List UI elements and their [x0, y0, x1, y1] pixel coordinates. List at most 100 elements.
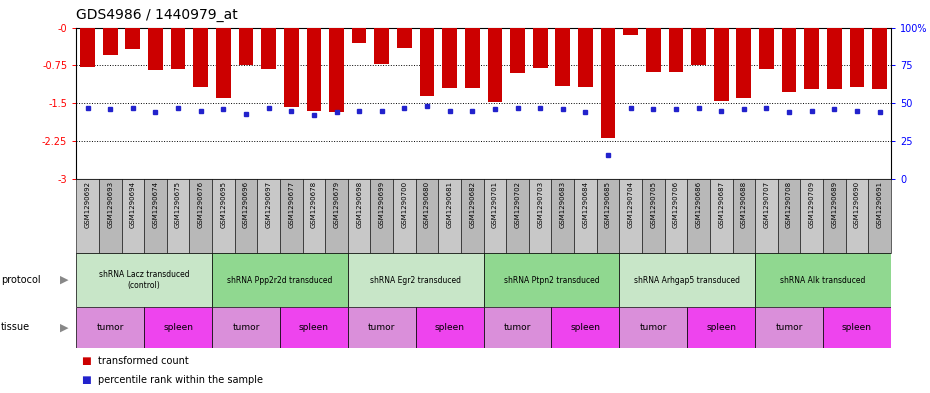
Bar	[216, 28, 231, 98]
Text: shRNA Ppp2r2d transduced: shRNA Ppp2r2d transduced	[227, 275, 333, 285]
Text: transformed count: transformed count	[98, 356, 189, 366]
Text: GSM1290680: GSM1290680	[424, 181, 430, 228]
Bar	[99, 179, 122, 253]
Text: tumor: tumor	[97, 323, 124, 332]
Bar	[845, 179, 869, 253]
Text: GSM1290674: GSM1290674	[153, 181, 158, 228]
Bar	[326, 179, 348, 253]
Bar	[171, 28, 185, 69]
Bar	[484, 253, 619, 307]
Text: tissue: tissue	[1, 322, 30, 332]
Text: shRNA Arhgap5 transduced: shRNA Arhgap5 transduced	[634, 275, 740, 285]
Bar	[280, 179, 302, 253]
Bar	[687, 307, 755, 348]
Bar	[506, 179, 529, 253]
Bar	[348, 253, 484, 307]
Bar	[669, 28, 684, 72]
Text: ■: ■	[81, 356, 90, 366]
Bar	[642, 179, 665, 253]
Text: tumor: tumor	[640, 323, 667, 332]
Bar	[370, 179, 393, 253]
Text: GSM1290684: GSM1290684	[582, 181, 589, 228]
Bar	[234, 179, 258, 253]
Text: GSM1290689: GSM1290689	[831, 181, 837, 228]
Text: tumor: tumor	[776, 323, 803, 332]
Bar	[755, 253, 891, 307]
Bar	[869, 179, 891, 253]
Text: shRNA Alk transduced: shRNA Alk transduced	[780, 275, 866, 285]
Bar	[827, 28, 842, 89]
Bar	[755, 307, 823, 348]
Text: protocol: protocol	[1, 275, 41, 285]
Bar	[737, 28, 751, 98]
Text: GSM1290709: GSM1290709	[809, 181, 815, 228]
Bar	[529, 179, 551, 253]
Bar	[239, 28, 253, 65]
Text: GSM1290677: GSM1290677	[288, 181, 294, 228]
Bar	[533, 28, 548, 68]
Bar	[484, 179, 506, 253]
Text: GSM1290699: GSM1290699	[379, 181, 385, 228]
Text: ■: ■	[81, 375, 90, 386]
Text: GSM1290695: GSM1290695	[220, 181, 226, 228]
Text: GSM1290700: GSM1290700	[402, 181, 407, 228]
Bar	[397, 28, 412, 48]
Bar	[623, 28, 638, 35]
Text: shRNA Egr2 transduced: shRNA Egr2 transduced	[370, 275, 461, 285]
Bar	[665, 179, 687, 253]
Bar	[759, 28, 774, 69]
Text: shRNA Ptpn2 transduced: shRNA Ptpn2 transduced	[504, 275, 599, 285]
Text: GSM1290698: GSM1290698	[356, 181, 362, 228]
Bar	[691, 28, 706, 65]
Bar	[597, 179, 619, 253]
Text: GSM1290706: GSM1290706	[673, 181, 679, 228]
Bar	[348, 179, 370, 253]
Text: GSM1290705: GSM1290705	[650, 181, 657, 228]
Bar	[578, 28, 592, 87]
Text: GSM1290675: GSM1290675	[175, 181, 181, 228]
Text: GSM1290692: GSM1290692	[85, 181, 90, 228]
Text: tumor: tumor	[368, 323, 395, 332]
Text: GSM1290694: GSM1290694	[130, 181, 136, 228]
Text: tumor: tumor	[232, 323, 259, 332]
Text: GSM1290693: GSM1290693	[107, 181, 113, 228]
Text: GSM1290682: GSM1290682	[470, 181, 475, 228]
Bar	[850, 28, 864, 87]
Bar	[122, 179, 144, 253]
Text: GSM1290708: GSM1290708	[786, 181, 792, 228]
Text: GSM1290704: GSM1290704	[628, 181, 633, 228]
Bar	[619, 179, 642, 253]
Bar	[619, 253, 755, 307]
Bar	[212, 179, 234, 253]
Bar	[212, 307, 280, 348]
Bar	[438, 179, 461, 253]
Text: spleen: spleen	[434, 323, 465, 332]
Bar	[714, 28, 728, 101]
Bar	[777, 179, 801, 253]
Bar	[284, 28, 299, 107]
Text: spleen: spleen	[570, 323, 601, 332]
Bar	[352, 28, 366, 43]
Text: GSM1290683: GSM1290683	[560, 181, 565, 228]
Bar	[261, 28, 276, 69]
Text: GSM1290681: GSM1290681	[446, 181, 453, 228]
Bar	[144, 307, 212, 348]
Bar	[80, 28, 95, 67]
Bar	[126, 28, 140, 49]
Bar	[375, 28, 389, 64]
Bar	[166, 179, 190, 253]
Bar	[76, 307, 144, 348]
Bar	[190, 179, 212, 253]
Text: GSM1290696: GSM1290696	[243, 181, 249, 228]
Text: spleen: spleen	[706, 323, 737, 332]
Bar	[872, 28, 887, 89]
Bar	[619, 307, 687, 348]
Bar	[574, 179, 597, 253]
Text: GDS4986 / 1440979_at: GDS4986 / 1440979_at	[76, 7, 238, 22]
Bar	[280, 307, 348, 348]
Text: GSM1290697: GSM1290697	[266, 181, 272, 228]
Bar	[461, 179, 484, 253]
Bar	[823, 307, 891, 348]
Bar	[823, 179, 845, 253]
Bar	[646, 28, 660, 72]
